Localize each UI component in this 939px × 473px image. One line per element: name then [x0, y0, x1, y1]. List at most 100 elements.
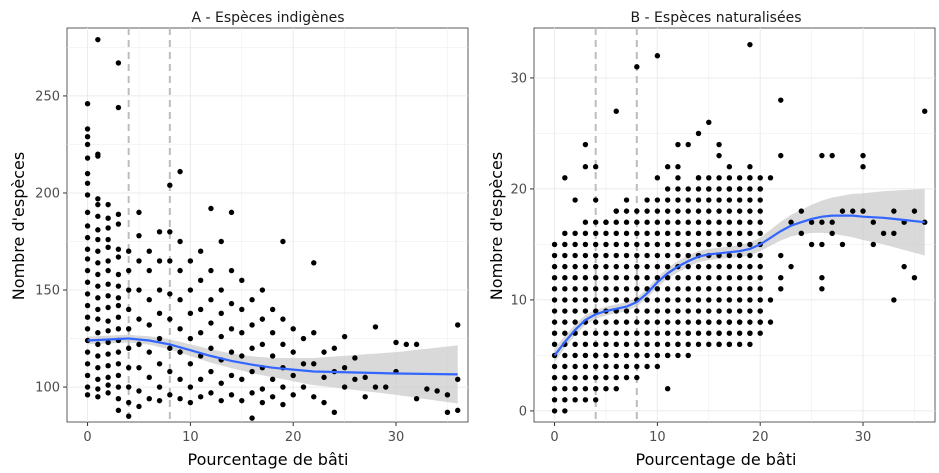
data-point	[603, 341, 609, 348]
data-point	[115, 372, 122, 379]
data-point	[757, 263, 763, 270]
data-point	[84, 279, 91, 285]
data-point	[716, 263, 722, 270]
data-point	[726, 164, 733, 170]
data-point	[685, 319, 691, 325]
data-point	[562, 297, 568, 303]
data-point	[603, 352, 609, 359]
data-point	[95, 295, 101, 301]
data-point	[551, 252, 558, 259]
data-point	[726, 263, 733, 270]
data-point	[654, 230, 661, 237]
data-point	[105, 201, 111, 208]
data-point	[197, 394, 204, 400]
data-point	[603, 252, 609, 259]
data-point	[839, 241, 846, 248]
data-point	[736, 186, 743, 192]
data-point	[685, 186, 691, 192]
data-point	[664, 252, 671, 259]
data-point	[290, 326, 296, 332]
data-point	[403, 341, 410, 348]
data-point	[634, 374, 640, 381]
data-point	[177, 267, 183, 274]
data-point	[228, 392, 235, 398]
data-point	[228, 372, 235, 379]
data-point	[300, 361, 307, 367]
data-point	[341, 364, 348, 371]
data-point	[695, 219, 702, 225]
data-point	[187, 258, 194, 264]
data-point	[767, 319, 774, 325]
data-point	[613, 108, 619, 114]
data-point	[592, 297, 599, 303]
data-point	[311, 361, 317, 367]
data-point	[716, 297, 722, 303]
data-point	[115, 396, 122, 402]
data-point	[84, 141, 91, 148]
data-point	[644, 208, 650, 214]
data-point	[208, 345, 214, 351]
data-point	[613, 297, 619, 303]
data-point	[644, 241, 650, 248]
data-point	[706, 263, 712, 270]
data-point	[259, 341, 266, 348]
data-point	[726, 241, 733, 248]
data-point	[747, 41, 753, 48]
data-point	[269, 306, 276, 313]
data-point	[592, 308, 599, 314]
data-point	[393, 339, 399, 346]
data-point	[613, 319, 619, 325]
y-tick-label: 30	[510, 71, 527, 86]
data-point	[105, 318, 111, 324]
data-point	[747, 275, 753, 281]
data-point	[105, 267, 111, 274]
data-point	[249, 390, 255, 396]
data-point	[747, 319, 753, 325]
data-point	[582, 363, 589, 370]
x-tick-label: 0	[83, 430, 91, 445]
data-point	[582, 341, 589, 348]
data-point	[675, 241, 681, 248]
data-point	[829, 219, 835, 225]
data-point	[187, 310, 194, 317]
data-point	[654, 208, 661, 214]
data-point	[603, 219, 609, 225]
data-point	[249, 368, 255, 375]
data-point	[839, 208, 846, 214]
data-point	[572, 197, 578, 203]
data-point	[695, 341, 702, 348]
data-point	[177, 238, 183, 245]
data-point	[685, 230, 691, 237]
data-point	[634, 363, 640, 370]
data-point	[747, 241, 753, 248]
data-point	[675, 175, 681, 181]
data-point	[197, 376, 204, 383]
data-point	[105, 225, 111, 231]
data-point	[115, 361, 122, 367]
data-point	[891, 208, 897, 214]
data-point	[84, 223, 91, 229]
data-point	[623, 241, 630, 248]
data-point	[808, 241, 815, 248]
data-point	[146, 396, 152, 402]
data-point	[84, 291, 91, 297]
data-point	[562, 275, 568, 281]
panel-a-reference-lines	[127, 28, 171, 422]
data-point	[95, 271, 101, 278]
data-point	[95, 394, 101, 400]
data-point	[239, 306, 245, 313]
data-point	[706, 319, 712, 325]
y-tick-label: 250	[35, 89, 60, 104]
panel-b-x-axis-label: Pourcentage de bâti	[636, 450, 797, 469]
data-point	[613, 263, 619, 270]
data-point	[664, 230, 671, 237]
data-point	[197, 248, 204, 254]
data-point	[167, 368, 173, 375]
data-point	[228, 349, 235, 355]
data-point	[736, 308, 743, 314]
data-point	[819, 152, 825, 159]
data-point	[249, 297, 255, 303]
data-point	[757, 319, 763, 325]
data-point	[239, 397, 245, 404]
data-point	[105, 328, 111, 334]
